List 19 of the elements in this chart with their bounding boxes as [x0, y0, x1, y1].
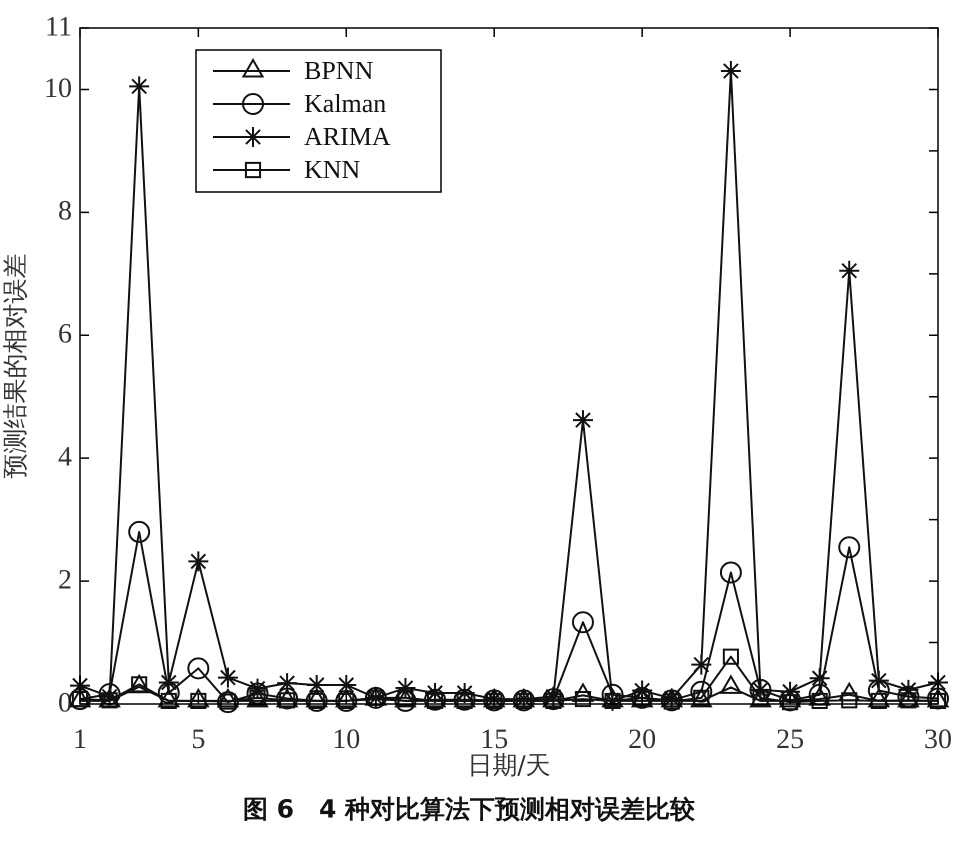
legend-label: KNN: [304, 154, 361, 184]
text: 图 6 4 种对比算法下预测相对误差比较: [242, 794, 696, 824]
x-tick-label: 20: [628, 724, 656, 756]
y-tick-label: 2: [58, 564, 72, 596]
x-tick-label: 25: [776, 724, 804, 756]
y-tick-label: 8: [58, 196, 72, 227]
y-tick-label: 10: [44, 72, 72, 104]
legend-label: Kalman: [304, 88, 386, 118]
x-tick-label: 5: [191, 724, 206, 756]
legend-label: ARIMA: [304, 122, 391, 151]
y-tick-label: 4: [58, 442, 72, 473]
y-tick-label: 6: [58, 318, 72, 350]
x-tick-label: 1: [73, 724, 87, 756]
legend-label: BPNN: [304, 56, 374, 85]
x-tick-label: 10: [332, 724, 360, 756]
y-tick-label: 11: [45, 11, 72, 42]
x-tick-label: 30: [924, 724, 952, 756]
x-axis-title: 日期/天: [467, 750, 551, 780]
y-axis-title: 预测结果的相对误差: [0, 254, 30, 478]
